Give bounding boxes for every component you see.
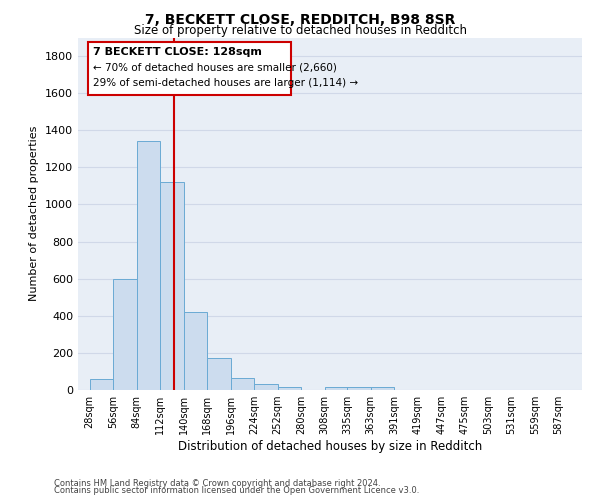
Text: 7 BECKETT CLOSE: 128sqm: 7 BECKETT CLOSE: 128sqm	[93, 48, 262, 58]
Bar	[160, 182, 184, 390]
Bar	[230, 378, 254, 390]
Bar	[137, 142, 160, 390]
Bar	[254, 384, 278, 390]
Bar	[278, 387, 301, 390]
Bar	[371, 387, 394, 390]
Text: 29% of semi-detached houses are larger (1,114) →: 29% of semi-detached houses are larger (…	[93, 78, 358, 88]
Y-axis label: Number of detached properties: Number of detached properties	[29, 126, 40, 302]
Bar	[207, 358, 230, 390]
Bar	[347, 387, 371, 390]
Text: 7, BECKETT CLOSE, REDDITCH, B98 8SR: 7, BECKETT CLOSE, REDDITCH, B98 8SR	[145, 12, 455, 26]
Text: Contains HM Land Registry data © Crown copyright and database right 2024.: Contains HM Land Registry data © Crown c…	[54, 478, 380, 488]
Bar	[184, 312, 207, 390]
Bar	[113, 278, 137, 390]
Bar	[325, 387, 348, 390]
Text: Contains public sector information licensed under the Open Government Licence v3: Contains public sector information licen…	[54, 486, 419, 495]
Text: ← 70% of detached houses are smaller (2,660): ← 70% of detached houses are smaller (2,…	[93, 62, 337, 72]
Text: Size of property relative to detached houses in Redditch: Size of property relative to detached ho…	[133, 24, 467, 37]
X-axis label: Distribution of detached houses by size in Redditch: Distribution of detached houses by size …	[178, 440, 482, 453]
Bar	[88, 42, 291, 95]
Bar	[90, 379, 113, 390]
